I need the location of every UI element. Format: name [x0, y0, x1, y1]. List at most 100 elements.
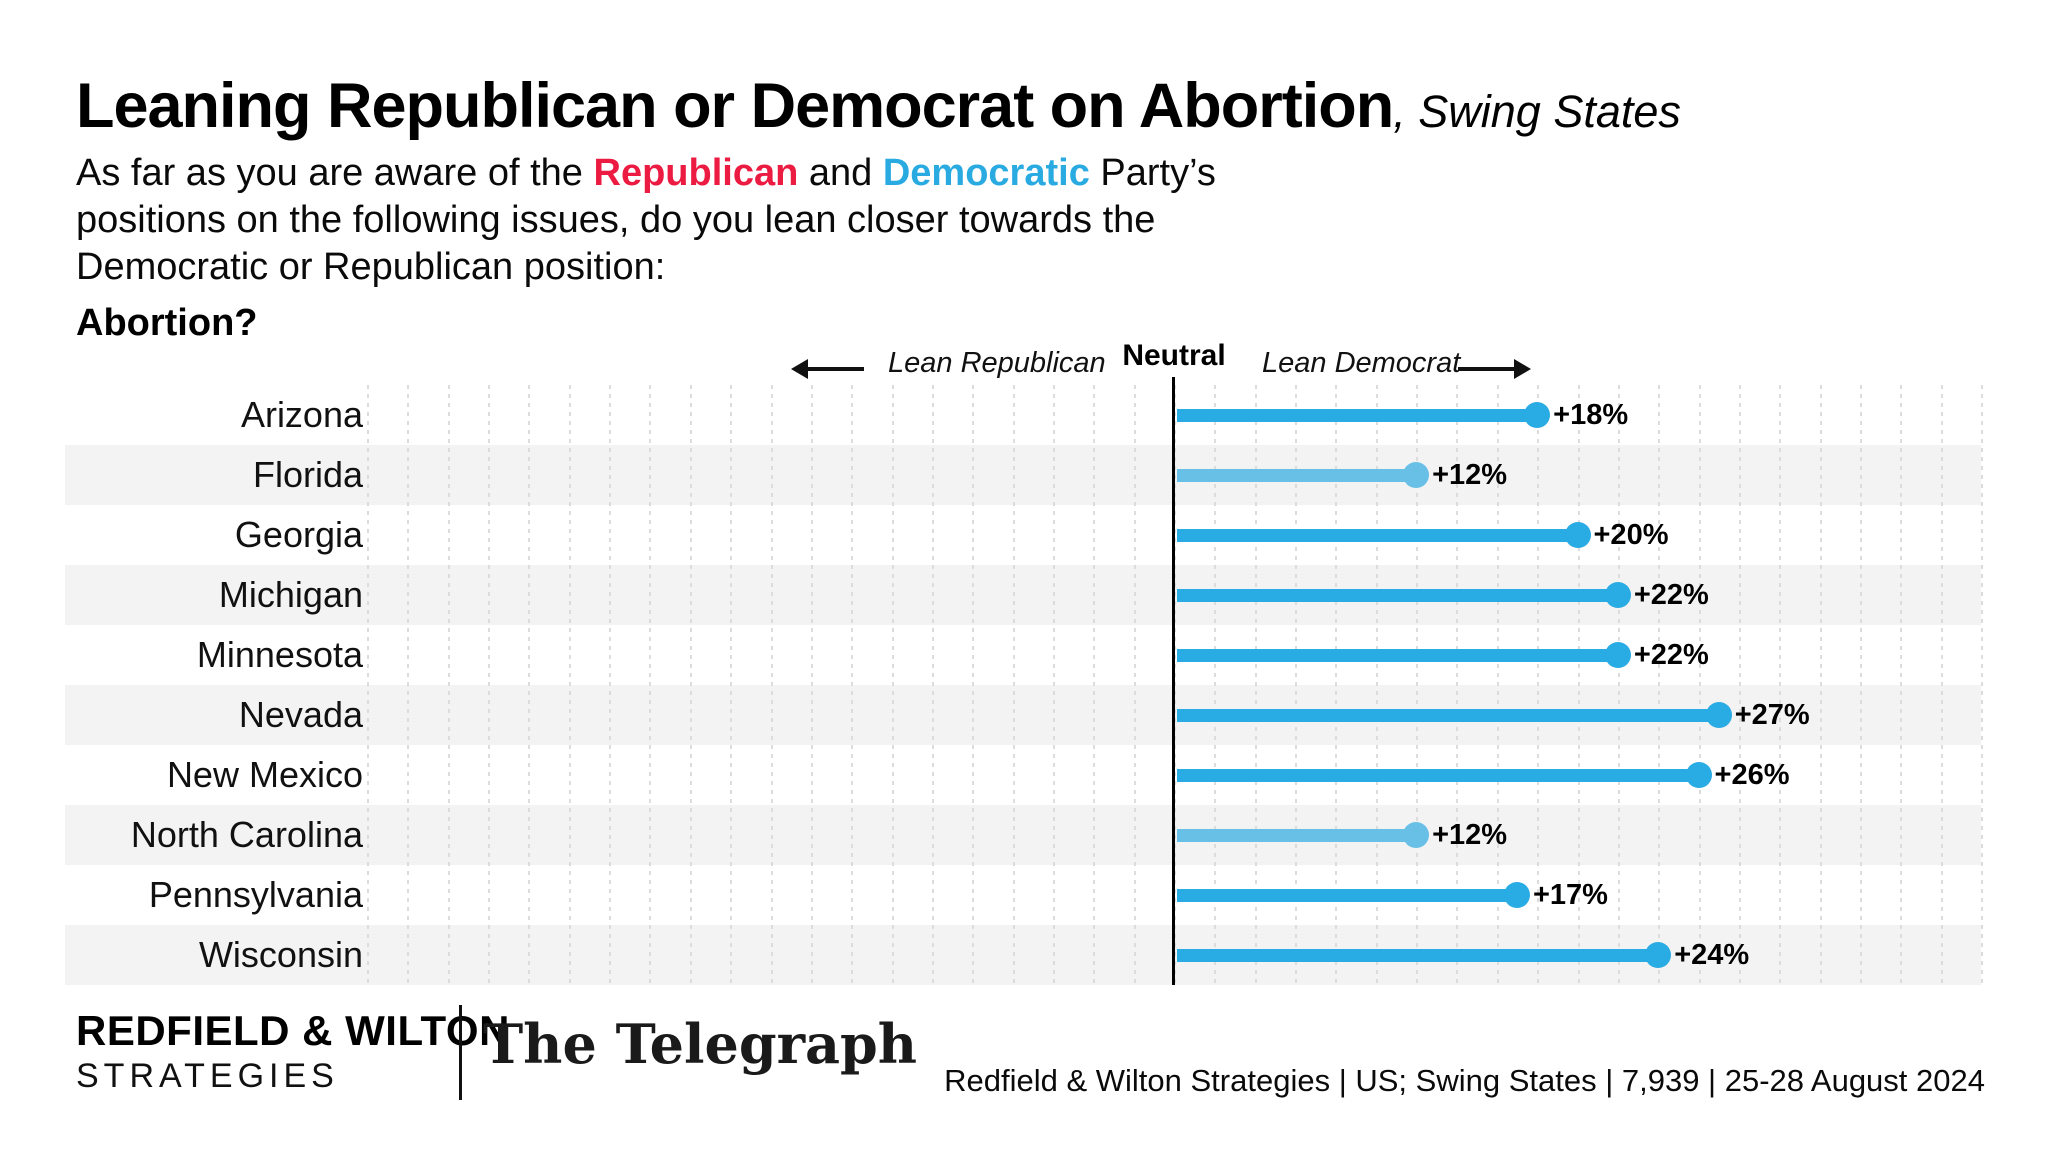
row-stripe [65, 445, 1981, 505]
gridline [367, 385, 369, 985]
gridline [851, 385, 854, 985]
lean-bar [1177, 468, 1417, 482]
gridline [1093, 385, 1096, 985]
gridline [810, 385, 813, 985]
lean-bar [1177, 408, 1538, 422]
lean-bar-dot [1503, 882, 1530, 908]
state-label: Nevada [238, 694, 363, 735]
value-label: +22% [1633, 579, 1709, 611]
value-label: +22% [1633, 639, 1709, 671]
lean-bar-dot [1403, 462, 1430, 488]
state-label: Florida [252, 454, 363, 495]
state-label: Arizona [240, 394, 363, 435]
value-label: +12% [1432, 459, 1508, 491]
subtitle-line3: Democratic or Republican position: [76, 246, 666, 288]
redfield-wilton-logo-line1: REDFIELD & WILTON [76, 1007, 510, 1054]
legend-lean-democrat: Lean Democrat [1262, 347, 1461, 379]
value-label: +18% [1553, 399, 1629, 431]
page-title: Leaning Republican or Democrat on Aborti… [76, 70, 1681, 142]
left-arrow-icon [791, 359, 864, 379]
gridline [770, 385, 773, 985]
neutral-axis-line [1172, 377, 1175, 985]
gridline [447, 385, 450, 985]
lean-bar-dot [1564, 522, 1591, 548]
logo-divider [459, 1005, 462, 1100]
value-label: +26% [1714, 759, 1790, 791]
subtitle-line1-mid: and [798, 152, 883, 194]
lean-bar-dot [1685, 762, 1712, 788]
gridline [1981, 385, 1983, 985]
gridline [1254, 385, 1257, 985]
gridline [1698, 385, 1701, 985]
gridline [407, 385, 410, 985]
issue-label: Abortion? [76, 302, 258, 344]
gridline [1577, 385, 1580, 985]
gridline [1295, 385, 1298, 985]
gridline [1779, 385, 1782, 985]
lean-bar [1177, 708, 1719, 722]
telegraph-logo: The Telegraph [483, 1012, 918, 1076]
lean-bar [1177, 588, 1618, 602]
legend-neutral: Neutral [1122, 339, 1226, 372]
lean-bar [1177, 828, 1417, 842]
gridline [488, 385, 491, 985]
gridline [1012, 385, 1015, 985]
gridline [1416, 385, 1419, 985]
lean-bar-dot [1524, 402, 1551, 428]
state-label: Georgia [234, 514, 363, 555]
gridline [1900, 385, 1903, 985]
gridline [931, 385, 934, 985]
gridline [1940, 385, 1943, 985]
lean-bar-dot [1705, 702, 1732, 728]
gridline [972, 385, 975, 985]
gridline [1658, 385, 1661, 985]
gridline [528, 385, 531, 985]
value-label: +17% [1532, 879, 1608, 911]
state-label: Minnesota [196, 634, 363, 675]
lean-bar [1177, 948, 1659, 962]
gridline [1456, 385, 1459, 985]
right-arrow-icon [1458, 359, 1531, 379]
gridline [609, 385, 612, 985]
gridline [1335, 385, 1338, 985]
gridline [689, 385, 692, 985]
gridline [1738, 385, 1741, 985]
democratic-highlight: Democratic [882, 152, 1090, 194]
subtitle-line1-pre: As far as you are aware of the [76, 152, 594, 194]
chart-area: Arizona +18% Florida +12% Georgia +20% Michiga… [0, 377, 2048, 985]
state-label: North Carolina [130, 814, 363, 855]
lean-bar-dot [1403, 822, 1430, 848]
redfield-wilton-logo-line2: STRATEGIES [76, 1057, 339, 1095]
subtitle-line2: positions on the following issues, do yo… [76, 199, 1156, 241]
state-label: Michigan [218, 574, 363, 615]
state-label: New Mexico [166, 754, 363, 795]
gridline [891, 385, 894, 985]
gridline [1052, 385, 1055, 985]
gridline [1537, 385, 1540, 985]
page-title-main: Leaning Republican or Democrat on Aborti… [76, 71, 1394, 141]
gridline [1375, 385, 1378, 985]
gridline [1617, 385, 1620, 985]
subtitle-line1-post: Party’s [1089, 152, 1216, 194]
value-label: +20% [1593, 519, 1669, 551]
lean-bar [1177, 888, 1517, 902]
subtitle-line1: As far as you are aware of the Republica… [76, 150, 1216, 197]
value-label: +24% [1674, 939, 1750, 971]
legend-lean-republican: Lean Republican [888, 347, 1106, 379]
gridline [1214, 385, 1217, 985]
lean-bar [1177, 648, 1618, 662]
gridline [1496, 385, 1499, 985]
gridline [568, 385, 571, 985]
gridline [1819, 385, 1822, 985]
value-label: +27% [1734, 699, 1810, 731]
gridline [1133, 385, 1136, 985]
page-title-suffix: , Swing States [1393, 86, 1681, 137]
source-line: Redfield & Wilton Strategies | US; Swing… [944, 1063, 1985, 1098]
gridline [1859, 385, 1862, 985]
gridline [1174, 385, 1176, 985]
lean-bar-dot [1604, 582, 1631, 608]
lean-bar [1177, 528, 1578, 542]
gridline [730, 385, 733, 985]
row-stripe [65, 805, 1981, 865]
